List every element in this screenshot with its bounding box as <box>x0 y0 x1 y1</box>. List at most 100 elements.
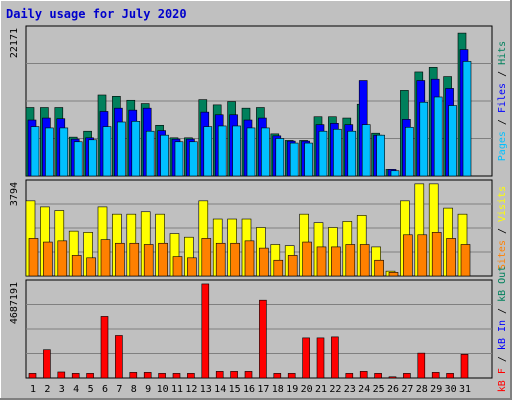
kbf-bar-29 <box>431 372 440 379</box>
sites-bar-9 <box>143 244 154 277</box>
sites-bar-28 <box>417 234 428 277</box>
pages-bar-13 <box>203 126 213 177</box>
pages-bar-20 <box>304 142 313 177</box>
pages-bar-10 <box>160 134 169 177</box>
sites-bar-7 <box>115 242 125 277</box>
pages-bar-31 <box>462 61 472 177</box>
sites-bar-21 <box>316 246 327 277</box>
day-tick-label: 30 <box>445 384 457 395</box>
day-tick-label: 11 <box>171 384 183 395</box>
pages-bar-28 <box>419 101 429 177</box>
sites-bar-17 <box>259 247 269 277</box>
day-tick-label: 15 <box>229 384 241 395</box>
kbf-bar-28 <box>417 352 426 379</box>
kbf-bar-25 <box>374 373 382 379</box>
kbf-bar-8 <box>129 372 138 379</box>
day-tick-label: 23 <box>344 384 356 395</box>
pages-bar-30 <box>448 105 457 177</box>
pages-bar-1 <box>30 126 40 177</box>
pages-bar-3 <box>59 127 69 177</box>
day-tick-label: 4 <box>73 384 79 395</box>
kbf-bar-6 <box>100 316 109 379</box>
sites-bar-6 <box>100 239 111 277</box>
kbf-bar-21 <box>316 337 325 379</box>
sites-bar-15 <box>230 242 240 277</box>
pages-bar-26 <box>390 170 400 177</box>
sites-bar-13 <box>201 238 212 277</box>
sites-bar-5 <box>86 257 96 277</box>
kbf-bar-22 <box>331 336 339 379</box>
sites-bar-30 <box>446 238 456 277</box>
pages-bar-18 <box>275 138 285 177</box>
day-tick-label: 12 <box>185 384 197 395</box>
day-tick-label: 20 <box>301 384 313 395</box>
kbytes-panel-legend-part-2: kB In <box>497 320 508 350</box>
day-tick-label: 27 <box>401 384 413 395</box>
sites-bar-8 <box>129 242 140 277</box>
day-tick-label: 10 <box>157 384 169 395</box>
pages-bar-25 <box>376 134 385 177</box>
kbf-bar-26 <box>388 376 397 379</box>
pages-bar-16 <box>246 127 256 177</box>
hits-panel-legend-part-4: Hits <box>497 41 508 65</box>
day-tick-label: 19 <box>286 384 298 395</box>
pages-bar-11 <box>174 141 184 177</box>
sites-bar-25 <box>374 259 384 277</box>
pages-bar-21 <box>318 130 328 177</box>
sites-bar-18 <box>273 259 284 277</box>
sites-bar-11 <box>172 256 183 277</box>
visits-panel-side-legend: Sites / Visits <box>497 186 508 270</box>
sites-bar-29 <box>431 232 442 277</box>
pages-bar-15 <box>232 125 241 177</box>
kbf-bar-5 <box>86 373 94 379</box>
visits-panel-legend-part-0: Sites <box>497 240 508 270</box>
chart-title: Daily usage for July 2020 <box>6 7 187 21</box>
sites-bar-4 <box>71 255 82 277</box>
day-tick-label: 9 <box>145 384 151 395</box>
day-tick-label: 5 <box>88 384 94 395</box>
pages-bar-29 <box>433 96 443 177</box>
day-tick-label: 7 <box>116 384 122 395</box>
day-tick-label: 29 <box>430 384 442 395</box>
pages-bar-9 <box>145 130 155 177</box>
kbf-bar-12 <box>187 373 195 379</box>
sites-bar-12 <box>187 257 197 277</box>
sites-bar-20 <box>302 241 312 277</box>
kbf-bar-2 <box>43 349 51 379</box>
sites-bar-14 <box>215 242 226 277</box>
kbf-bar-14 <box>215 371 224 379</box>
kbf-bar-10 <box>158 373 166 379</box>
hits-panel-ymax-label: 22171 <box>9 28 20 58</box>
pages-bar-19 <box>289 142 299 177</box>
kbytes-panel-legend-part-4: kB Out <box>497 266 508 302</box>
kbf-bar-30 <box>446 373 454 379</box>
kbf-bar-13 <box>201 283 210 379</box>
day-tick-label: 22 <box>329 384 341 395</box>
day-tick-label: 1 <box>30 384 36 395</box>
day-tick-label: 13 <box>200 384 212 395</box>
visits-panel-legend-part-1: / <box>497 222 508 240</box>
hits-panel-legend-part-0: Pages <box>497 131 508 161</box>
kbf-bar-3 <box>57 371 66 379</box>
pages-bar-22 <box>333 128 342 177</box>
sites-bar-31 <box>460 244 471 277</box>
day-tick-label: 2 <box>44 384 50 395</box>
pages-bar-27 <box>405 126 414 177</box>
day-tick-label: 18 <box>272 384 284 395</box>
pages-bar-6 <box>102 126 112 177</box>
kbytes-panel-legend-part-3: / <box>497 302 508 320</box>
sites-bar-23 <box>345 244 356 277</box>
day-tick-label: 14 <box>214 384 226 395</box>
kbf-bar-27 <box>403 373 411 379</box>
hits-panel-legend-part-1: / <box>497 113 508 131</box>
kbf-bar-19 <box>287 373 296 379</box>
pages-bar-8 <box>131 121 141 177</box>
visits-panel-ymax-label: 3794 <box>9 182 20 206</box>
pages-bar-24 <box>361 124 371 177</box>
day-tick-label: 3 <box>59 384 65 395</box>
day-tick-label: 16 <box>243 384 255 395</box>
kbf-bar-15 <box>230 371 238 379</box>
kbf-bar-4 <box>71 373 80 379</box>
kbf-bar-20 <box>302 337 310 379</box>
